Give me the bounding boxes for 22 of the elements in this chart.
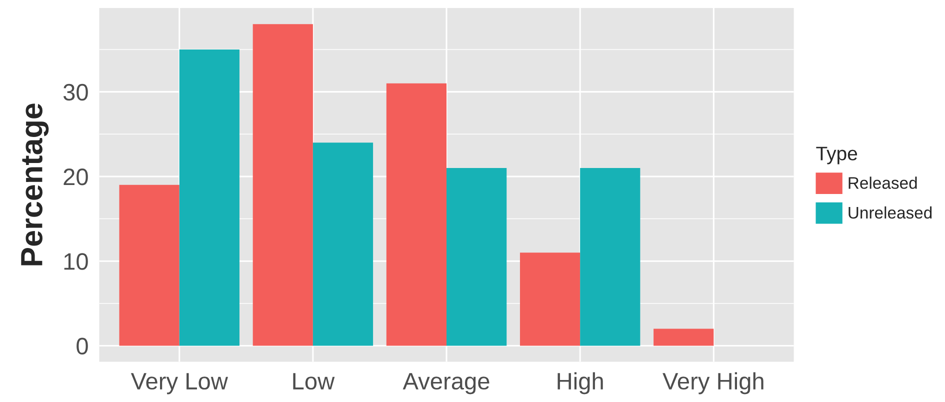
y-tick-label: 30	[63, 84, 88, 101]
x-tick-label: Very High	[662, 372, 764, 394]
bar	[386, 83, 447, 346]
y-tick-label: 20	[64, 168, 88, 186]
y-tick-label: 0	[76, 338, 88, 355]
y-tick-label: 10	[64, 253, 88, 270]
x-tick-label: Low	[293, 373, 335, 390]
bar	[654, 328, 714, 346]
legend-label: Released	[848, 176, 917, 189]
y-axis-title: Percentage	[21, 104, 49, 266]
x-tick-label: Average	[402, 373, 490, 394]
bar	[520, 252, 580, 346]
bar	[119, 184, 180, 346]
bar	[252, 24, 313, 346]
legend-title: Type	[816, 146, 858, 164]
legend-label: Unreleased	[848, 206, 932, 219]
x-tick-label: High	[558, 372, 603, 394]
bar	[580, 168, 640, 346]
bar	[446, 168, 507, 346]
bar	[312, 142, 374, 346]
x-tick-label: Very Low	[130, 373, 228, 394]
bar	[179, 50, 240, 346]
